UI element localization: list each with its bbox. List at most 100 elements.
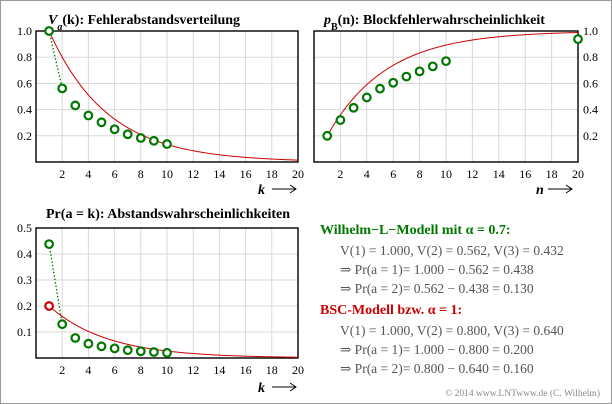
chart1-ytick-label: 0.8	[17, 50, 32, 64]
chart3-data-point	[70, 333, 81, 343]
chart2-title-sub: B	[331, 22, 338, 33]
chart1-ytick-label: 1.0	[17, 24, 32, 38]
chart2-xtick-label: 10	[440, 167, 452, 181]
wilhelm-heading: Wilhelm−L−Modell mit α = 0.7:	[320, 223, 511, 238]
chart1-data-point	[122, 129, 133, 140]
chart1-xtick-label: 10	[161, 167, 173, 181]
chart2-xtick-label: 14	[493, 167, 505, 181]
chart3-grid	[36, 228, 298, 358]
chart3-xtick-label: 20	[292, 363, 304, 377]
chart1-frame	[35, 30, 299, 163]
chart3-title-rest: a = k): Abstandswahrscheinlichkeiten	[65, 207, 290, 222]
chart3-xtick-label: 14	[213, 363, 225, 377]
chart3-xtick-label: 6	[112, 363, 118, 377]
chart1-xtick-label: 14	[213, 167, 225, 181]
chart1-xtick-label: 2	[59, 167, 65, 181]
chart3-data-point	[162, 347, 172, 358]
chart1-data-point	[70, 100, 81, 111]
chart1-xtick-label: 18	[266, 167, 278, 181]
chart-abstandswahrscheinlichkeiten: Pr(a = k): Abstandswahrscheinlichkeiten …	[17, 207, 304, 396]
chart2-xtick-label: 2	[337, 167, 343, 181]
chart1-title-sub: a	[57, 22, 62, 33]
chart3-data-point	[148, 347, 159, 357]
chart2-data-point	[348, 102, 359, 113]
wilhelm-line3: ⇒ Pr(a = 2)= 0.562 − 0.438 = 0.130	[340, 281, 534, 296]
chart1-ytick-label: 0.6	[17, 76, 32, 90]
chart-fehlerabstandsverteilung: Va(k): Fehlerabstandsverteilung k 2 4 6 8 10…	[17, 13, 304, 198]
chart3-ytick-label: 0.5	[17, 221, 32, 235]
chart2-xtick-label: 8	[417, 167, 423, 181]
chart1-xlabel: k	[258, 183, 265, 198]
chart2-data-point	[388, 77, 399, 88]
chart2-data-point	[361, 92, 372, 103]
chart2-ytick-label: 0.6	[583, 76, 598, 90]
chart2-x-arrow	[548, 184, 573, 194]
chart1-grid	[36, 31, 298, 162]
chart1-data-point	[96, 117, 107, 128]
chart2-frame	[313, 30, 579, 163]
chart2-ytick-label: 0.8	[583, 50, 598, 64]
chart3-xtick-label: 12	[187, 363, 199, 377]
chart3-dotted-connector	[48, 244, 63, 325]
chart3-theory-curve	[48, 305, 299, 358]
chart2-theory-curve	[326, 32, 579, 137]
chart3-x-arrow	[272, 382, 297, 392]
chart3-data-point	[109, 343, 120, 354]
chart1-data-point	[57, 83, 68, 94]
chart2-xtick-label: 16	[519, 167, 531, 181]
chart2-data-point	[573, 34, 583, 45]
chart3-ytick-label: 0.2	[17, 299, 32, 313]
chart1-data-point	[44, 26, 54, 36]
chart2-ytick-label: 0.4	[583, 103, 598, 117]
chart3-xlabel: k	[258, 381, 265, 396]
chart1-xtick-label: 12	[187, 167, 199, 181]
bsc-line2: ⇒ Pr(a = 1)= 1.000 − 0.800 = 0.200	[340, 342, 534, 357]
chart2-xtick-label: 4	[364, 167, 370, 181]
bsc-line1: V(1) = 1.000, V(2) = 0.800, V(3) = 0.640	[340, 323, 564, 338]
chart1-dotted-connector	[48, 30, 63, 89]
chart2-ytick-label: 1.0	[583, 24, 598, 38]
chart2-data-point	[414, 66, 425, 77]
chart1-theory-curve	[48, 30, 299, 161]
chart1-ytick-label: 0.2	[17, 129, 32, 143]
chart2-xtick-label: 12	[466, 167, 478, 181]
chart3-data-point	[83, 338, 94, 349]
chart2-grid	[314, 31, 578, 162]
chart3-title: Pr(a = k): Abstandswahrscheinlichkeiten	[46, 207, 290, 222]
chart3-data-point	[122, 345, 133, 356]
wilhelm-line1: V(1) = 1.000, V(2) = 0.562, V(3) = 0.432	[340, 243, 564, 258]
chart2-xtick-label: 18	[546, 167, 558, 181]
chart2-data-point	[375, 83, 385, 94]
chart3-data-point	[44, 239, 54, 250]
chart3-data-point	[96, 341, 107, 352]
chart1-xtick-label: 8	[138, 167, 144, 181]
chart3-red-point	[44, 301, 54, 311]
chart1-data-point	[135, 133, 146, 143]
chart1-data-point	[148, 135, 159, 146]
chart1-data-point	[162, 139, 172, 149]
chart2-title-rest: (n): Blockfehlerwahrscheinlichkeit	[338, 13, 546, 28]
chart1-x-arrow	[272, 184, 297, 194]
chart2-ytick-label: 0.2	[583, 129, 598, 143]
chart1-xtick-label: 6	[112, 167, 118, 181]
copyright-text: © 2014 www.LNTwww.de (C. Wilhelm)	[445, 388, 600, 399]
chart3-data-point	[57, 319, 68, 330]
chart3-ytick-label: 0.4	[17, 247, 32, 261]
chart2-data-point	[322, 130, 333, 141]
chart2-data-point	[401, 71, 412, 82]
chart1-xtick-label: 4	[85, 167, 91, 181]
chart1-xtick-label: 20	[292, 167, 304, 181]
chart-blockfehlerwahrscheinlichkeit: pB(n): Blockfehlerwahrscheinlichkeit n 2…	[313, 13, 598, 198]
chart2-data-point	[441, 56, 451, 67]
chart2-data-point	[427, 61, 438, 72]
chart1-data-point	[83, 110, 94, 121]
chart3-ytick-label: 0.3	[17, 273, 32, 287]
chart3-xtick-label: 16	[240, 363, 252, 377]
chart2-title-p: p	[323, 13, 331, 28]
chart2-title: pB(n): Blockfehlerwahrscheinlichkeit	[323, 13, 545, 33]
explanation-textbox: Wilhelm−L−Modell mit α = 0.7: V(1) = 1.0…	[320, 223, 564, 376]
chart3-data-point	[135, 346, 146, 357]
chart3-frame	[35, 227, 299, 359]
